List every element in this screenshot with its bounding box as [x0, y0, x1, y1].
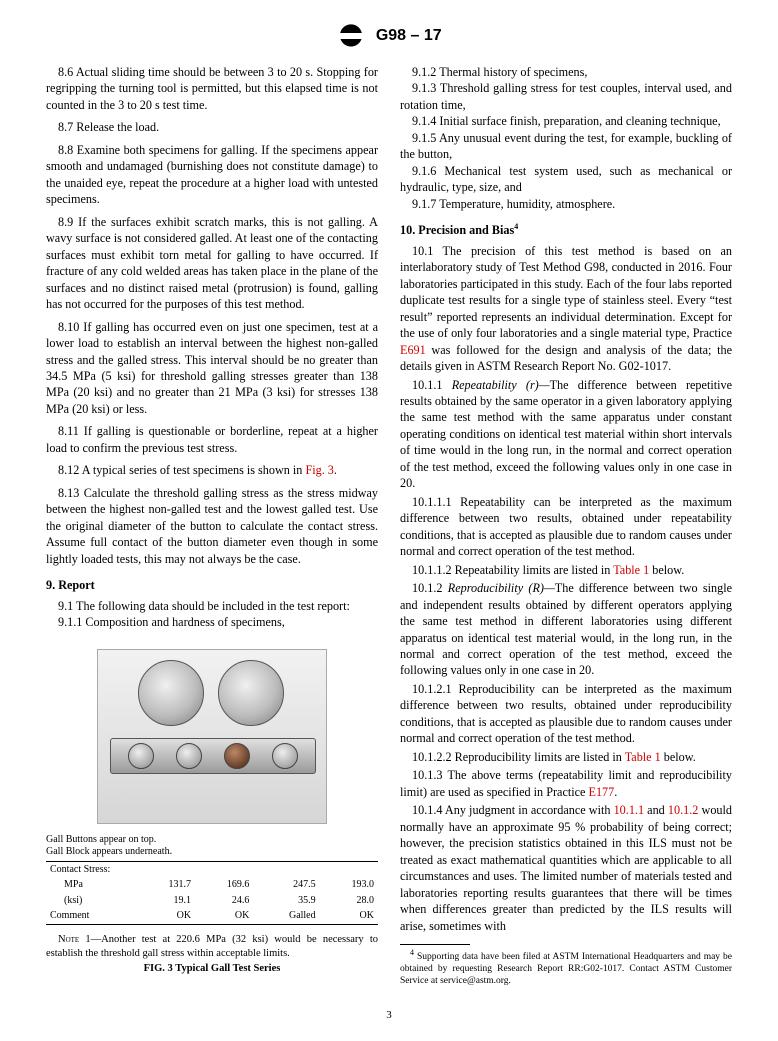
para-8-6: 8.6 Actual sliding time should be betwee…: [46, 64, 378, 113]
p10112-b: below.: [649, 563, 684, 577]
para-10-1-1: 10.1.1 Repeatability (r)—The difference …: [400, 377, 732, 492]
e177-link[interactable]: E177: [589, 785, 615, 799]
p10122-a: 10.1.2.2 Reproducibility limits are list…: [412, 750, 625, 764]
section-10-sup: 4: [514, 222, 518, 231]
comment-0: OK: [137, 908, 195, 924]
astm-logo-icon: ASTM: [336, 22, 366, 50]
para-10-1-3: 10.1.3 The above terms (repeatability li…: [400, 767, 732, 800]
mpa-1: 169.6: [195, 877, 253, 893]
comment-label: Comment: [46, 908, 137, 924]
para-10-1-1-2: 10.1.1.2 Repeatability limits are listed…: [400, 562, 732, 578]
para-9-1-2: 9.1.2 Thermal history of specimens,: [400, 64, 732, 80]
para-10-1-2-2: 10.1.2.2 Reproducibility limits are list…: [400, 749, 732, 765]
figure-note: Note 1—Another test at 220.6 MPa (32 ksi…: [46, 933, 378, 961]
section-10-heading: 10. Precision and Bias4: [400, 222, 732, 239]
para-8-10: 8.10 If galling has occurred even on jus…: [46, 319, 378, 418]
contact-stress-label: Contact Stress:: [46, 861, 378, 877]
ref-1012-link[interactable]: 10.1.2: [668, 803, 698, 817]
page-header: ASTM G98 – 17: [46, 22, 732, 50]
para-8-13: 8.13 Calculate the threshold galling str…: [46, 485, 378, 567]
mpa-0: 131.7: [137, 877, 195, 893]
right-column: 9.1.2 Thermal history of specimens, 9.1.…: [400, 64, 732, 988]
note-num: 1—: [79, 934, 101, 945]
para-8-8: 8.8 Examine both specimens for galling. …: [46, 142, 378, 208]
p1011-head: Repeatability (r)—: [452, 378, 550, 392]
para-10-1-1-1: 10.1.1.1 Repeatability can be interprete…: [400, 494, 732, 560]
comment-2: Galled: [253, 908, 319, 924]
mpa-label: MPa: [46, 877, 137, 893]
mpa-2: 247.5: [253, 877, 319, 893]
para-10-1: 10.1 The precision of this test method i…: [400, 243, 732, 375]
figure-caption-2: Gall Block appears underneath.: [46, 846, 378, 859]
p1013-a: 10.1.3 The above terms (repeatability li…: [400, 768, 732, 798]
para-10-1-b: was followed for the design and analysis…: [400, 343, 732, 373]
footnote-separator: [400, 944, 470, 945]
fig3-link[interactable]: Fig. 3: [305, 463, 333, 477]
para-8-12-b: .: [334, 463, 337, 477]
para-8-12: 8.12 A typical series of test specimens …: [46, 462, 378, 478]
para-9-1-4: 9.1.4 Initial surface finish, preparatio…: [400, 113, 732, 129]
p1014-mid: and: [644, 803, 668, 817]
para-9-1-1: 9.1.1 Composition and hardness of specim…: [46, 614, 378, 630]
figure-caption-1: Gall Buttons appear on top.: [46, 834, 378, 847]
ksi-1: 24.6: [195, 893, 253, 909]
para-8-7: 8.7 Release the load.: [46, 119, 378, 135]
figure-3-title: FIG. 3 Typical Gall Test Series: [46, 962, 378, 976]
para-9-1-7: 9.1.7 Temperature, humidity, atmosphere.: [400, 196, 732, 212]
para-10-1-2: 10.1.2 Reproducibility (R)—The differenc…: [400, 580, 732, 679]
figure-data-table: Contact Stress: MPa 131.7 169.6 247.5 19…: [46, 861, 378, 925]
para-8-12-a: 8.12 A typical series of test specimens …: [58, 463, 305, 477]
para-9-1-3: 9.1.3 Threshold galling stress for test …: [400, 80, 732, 113]
p1014-b: would normally have an approximate 95 % …: [400, 803, 732, 932]
figure-3-image: [97, 649, 327, 824]
p1011-num: 10.1.1: [412, 378, 452, 392]
para-9-1-6: 9.1.6 Mechanical test system used, such …: [400, 163, 732, 196]
e691-link[interactable]: E691: [400, 343, 426, 357]
comment-1: OK: [195, 908, 253, 924]
left-column: 8.6 Actual sliding time should be betwee…: [46, 64, 378, 988]
ksi-2: 35.9: [253, 893, 319, 909]
footnote-4: 4 Supporting data have been filed at AST…: [400, 948, 732, 988]
table1-link-1[interactable]: Table 1: [613, 563, 649, 577]
para-10-1-4: 10.1.4 Any judgment in accordance with 1…: [400, 802, 732, 934]
p1014-a: 10.1.4 Any judgment in accordance with: [412, 803, 614, 817]
designation-text: G98 – 17: [376, 27, 442, 44]
para-8-9: 8.9 If the surfaces exhibit scratch mark…: [46, 214, 378, 313]
p1011-body: The difference between repetitive result…: [400, 378, 732, 491]
para-10-1-2-1: 10.1.2.1 Reproducibility can be interpre…: [400, 681, 732, 747]
para-8-11: 8.11 If galling is questionable or borde…: [46, 423, 378, 456]
p1012-num: 10.1.2: [412, 581, 448, 595]
ksi-0: 19.1: [137, 893, 195, 909]
ksi-3: 28.0: [320, 893, 378, 909]
footnote-text: Supporting data have been filed at ASTM …: [400, 952, 732, 986]
p10112-a: 10.1.1.2 Repeatability limits are listed…: [412, 563, 613, 577]
ksi-label: (ksi): [46, 893, 137, 909]
mpa-3: 193.0: [320, 877, 378, 893]
p1013-b: .: [614, 785, 617, 799]
section-10-text: 10. Precision and Bias: [400, 223, 514, 237]
figure-3: Gall Buttons appear on top. Gall Block a…: [46, 649, 378, 977]
p1012-head: Reproducibility (R)—: [448, 581, 555, 595]
ref-1011-link[interactable]: 10.1.1: [614, 803, 644, 817]
p10122-b: below.: [661, 750, 696, 764]
table1-link-2[interactable]: Table 1: [625, 750, 661, 764]
comment-3: OK: [320, 908, 378, 924]
p1012-body: The difference between two single and in…: [400, 581, 732, 677]
note-label: Note: [58, 934, 79, 945]
two-column-layout: 8.6 Actual sliding time should be betwee…: [46, 64, 732, 988]
section-9-heading: 9. Report: [46, 577, 378, 593]
page-number: 3: [0, 1008, 778, 1023]
para-10-1-a: 10.1 The precision of this test method i…: [400, 244, 732, 340]
para-9-1: 9.1 The following data should be include…: [46, 598, 378, 614]
para-9-1-5: 9.1.5 Any unusual event during the test,…: [400, 130, 732, 163]
